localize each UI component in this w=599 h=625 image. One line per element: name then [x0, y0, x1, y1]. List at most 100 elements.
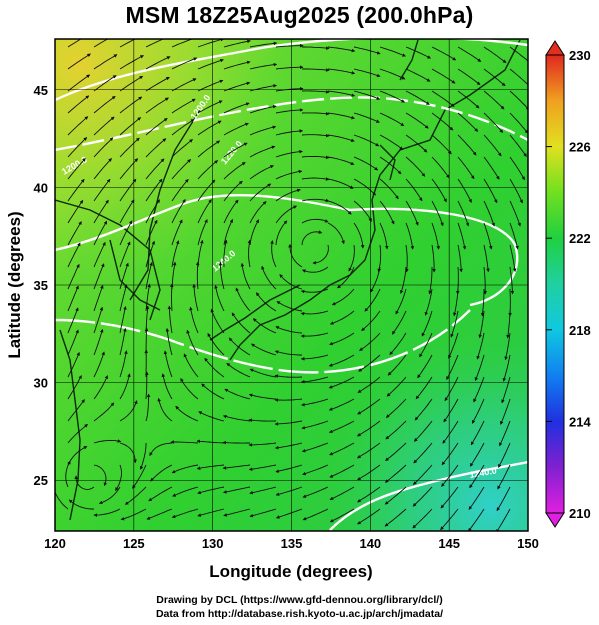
streamline — [93, 137, 114, 158]
streamline — [428, 267, 433, 295]
streamline — [389, 332, 407, 355]
streamline — [357, 376, 381, 393]
streamline — [171, 57, 198, 70]
x-tick-label: 150 — [517, 536, 539, 551]
streamline — [170, 283, 174, 312]
streamline — [329, 486, 355, 501]
streamline — [275, 65, 304, 70]
streamline — [327, 68, 356, 75]
streamline — [457, 178, 472, 203]
streamline — [441, 442, 459, 466]
streamline — [93, 95, 116, 114]
streamline — [223, 486, 251, 494]
streamline — [405, 178, 423, 202]
streamline — [348, 244, 355, 272]
streamline — [252, 318, 277, 334]
streamline — [274, 350, 302, 356]
streamline — [483, 134, 502, 157]
streamline — [197, 79, 224, 92]
streamline — [223, 508, 251, 517]
streamline — [364, 288, 381, 312]
streamline — [145, 240, 155, 268]
streamline — [150, 464, 173, 482]
streamline — [327, 200, 352, 215]
streamline — [502, 354, 511, 382]
streamline — [431, 178, 447, 203]
streamline — [379, 90, 406, 103]
streamline — [431, 134, 452, 155]
streamline — [356, 420, 381, 437]
streamline — [509, 68, 528, 88]
streamline — [275, 149, 303, 158]
streamline — [197, 160, 219, 180]
streamline — [497, 464, 511, 490]
streamline — [192, 283, 199, 312]
streamline — [146, 508, 173, 520]
streamline — [431, 156, 450, 179]
streamline — [509, 90, 528, 111]
colorbar-bottom-triangle — [545, 512, 565, 528]
credit-drawing: Drawing by DCL (https://www.gfd-dennou.o… — [156, 594, 443, 606]
streamline — [119, 306, 127, 334]
streamline — [327, 156, 355, 165]
streamline — [67, 178, 85, 202]
streamline — [300, 332, 329, 338]
streamline — [357, 486, 381, 503]
streamline — [67, 199, 84, 224]
streamline — [270, 240, 277, 268]
streamline — [119, 55, 144, 70]
streamline — [509, 178, 523, 204]
streamline — [171, 119, 195, 136]
streamline — [327, 46, 356, 53]
streamline — [249, 201, 267, 224]
streamline — [119, 137, 140, 158]
streamline — [67, 424, 88, 444]
streamline — [67, 95, 90, 114]
streamline — [197, 508, 225, 517]
streamline — [197, 100, 223, 114]
y-tick-label: 25 — [34, 473, 48, 488]
streamline — [145, 158, 165, 180]
streamline — [171, 39, 198, 48]
streamline — [275, 220, 288, 246]
streamline — [67, 375, 82, 400]
streamline — [93, 241, 106, 268]
streamline — [302, 508, 329, 521]
streamline — [446, 354, 459, 381]
streamline — [226, 362, 251, 378]
streamline — [279, 274, 303, 290]
streamline — [93, 439, 122, 444]
streamline — [55, 486, 69, 510]
streamline — [172, 486, 199, 497]
streamline — [93, 402, 115, 422]
streamline — [353, 222, 365, 249]
streamline — [218, 261, 225, 290]
streamline — [197, 219, 208, 246]
streamline — [498, 442, 511, 468]
x-tick-label: 145 — [438, 536, 460, 551]
colorbar-gradient — [545, 54, 565, 514]
streamline — [275, 486, 303, 496]
streamline — [357, 398, 381, 415]
streamline — [197, 199, 212, 224]
streamline — [301, 230, 323, 246]
streamline — [417, 354, 433, 379]
streamline — [509, 266, 515, 295]
contour-label: 1240.0 — [469, 465, 498, 480]
streamline — [235, 287, 251, 312]
streamline — [353, 112, 380, 123]
streamline — [421, 310, 433, 337]
streamline — [222, 464, 251, 470]
streamline — [419, 332, 433, 358]
streamline — [501, 376, 511, 404]
streamline — [98, 486, 121, 505]
streamline — [509, 112, 528, 134]
streamline — [327, 90, 356, 97]
streamline — [412, 508, 433, 529]
streamline — [413, 420, 433, 442]
grid-lines — [55, 39, 528, 531]
streamline — [197, 486, 225, 495]
streamline — [431, 68, 456, 84]
streamline — [223, 122, 249, 136]
streamline — [405, 244, 409, 273]
